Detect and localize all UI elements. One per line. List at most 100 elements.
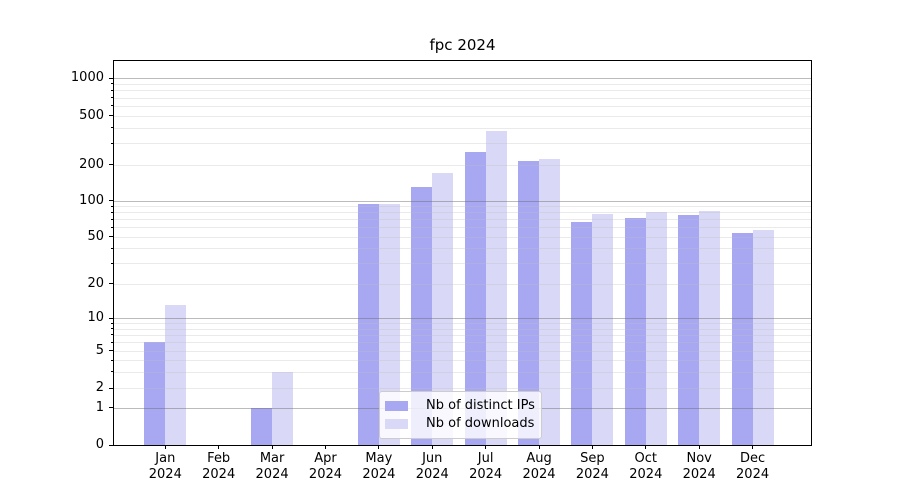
bar-dec-distinct-ips <box>731 232 753 445</box>
x-label-month: Jul <box>477 451 494 466</box>
y-tick-label-100: 100 <box>79 192 104 208</box>
y-tick-label-20: 20 <box>87 275 104 291</box>
gridline-minor-7 <box>114 334 811 336</box>
x-tick-label-sep: Sep 2024 <box>560 451 624 483</box>
gridline-minor-50 <box>114 236 811 238</box>
bar-nov-distinct-ips <box>678 214 700 445</box>
gridline-minor-2 <box>114 388 811 389</box>
bar-jul-downloads <box>485 131 507 445</box>
gridline-minor-20 <box>114 283 811 285</box>
bar-jun-downloads <box>432 173 454 445</box>
y-tick-mark-10 <box>109 317 113 319</box>
x-tick-mark-feb <box>218 445 220 449</box>
bar-jan-downloads <box>165 305 187 445</box>
y-minortick-800 <box>110 89 113 91</box>
x-tick-label-jul: Jul 2024 <box>454 451 518 483</box>
gridline-minor-400 <box>114 127 811 129</box>
x-label-month: Oct <box>634 451 658 466</box>
x-label-year: 2024 <box>148 467 182 482</box>
y-tick-mark-100 <box>109 200 113 201</box>
bar-jul-distinct-ips <box>464 151 486 445</box>
x-tick-label-may: May 2024 <box>347 451 411 483</box>
gridline-major-10 <box>114 318 811 319</box>
y-minortick-7 <box>110 334 113 336</box>
x-label-year: 2024 <box>308 467 343 482</box>
y-minortick-300 <box>110 142 113 144</box>
y-minortick-6 <box>110 341 113 343</box>
x-tick-mark-mar <box>271 445 273 449</box>
y-minortick-90 <box>110 205 113 207</box>
x-label-month: Apr <box>314 451 337 466</box>
y-minortick-3 <box>110 371 113 373</box>
gridline-major-100 <box>114 200 811 202</box>
x-label-month: Feb <box>207 451 231 466</box>
x-tick-label-oct: Oct 2024 <box>614 451 678 483</box>
gridline-minor-600 <box>114 105 811 107</box>
gridline-minor-30 <box>114 263 811 265</box>
gridline-minor-200 <box>114 164 811 166</box>
x-tick-label-dec: Dec 2024 <box>721 451 785 483</box>
x-tick-mark-apr <box>324 445 326 449</box>
x-label-month: Jun <box>422 451 443 466</box>
y-minortick-400 <box>110 127 113 129</box>
y-tick-mark-50 <box>109 236 113 238</box>
bar-jun-distinct-ips <box>411 187 433 445</box>
gridline-minor-70 <box>114 219 811 221</box>
gridline-major-1000 <box>114 78 811 79</box>
y-tick-label-5: 5 <box>95 342 104 358</box>
gridline-minor-9 <box>114 323 811 325</box>
y-tick-mark-2 <box>109 387 113 389</box>
y-tick-mark-200 <box>109 164 113 166</box>
y-tick-label-1: 1 <box>95 399 104 415</box>
x-label-year: 2024 <box>522 467 556 482</box>
y-tick-label-10: 10 <box>87 310 104 325</box>
x-label-month: Dec <box>740 451 766 466</box>
gridline-minor-90 <box>114 206 811 208</box>
gridline-minor-5 <box>114 350 811 352</box>
x-tick-label-apr: Apr 2024 <box>293 451 357 483</box>
x-tick-mark-nov <box>698 445 700 449</box>
x-label-year: 2024 <box>736 467 770 482</box>
bar-jan-distinct-ips <box>144 342 166 445</box>
bar-mar-distinct-ips <box>251 407 273 445</box>
x-label-year: 2024 <box>202 467 236 482</box>
y-tick-mark-500 <box>109 115 113 117</box>
x-tick-label-mar: Mar 2024 <box>240 451 304 483</box>
y-minortick-900 <box>110 83 113 85</box>
x-tick-mark-jan <box>164 445 166 449</box>
gridline-minor-6 <box>114 342 811 344</box>
x-tick-mark-jul <box>485 445 487 449</box>
gridline-minor-80 <box>114 212 811 214</box>
y-tick-mark-5 <box>109 350 113 352</box>
legend-swatch-downloads <box>385 418 408 429</box>
legend-label-distinct-ips: Nb of distinct IPs <box>426 398 535 413</box>
x-label-month: Mar <box>259 451 285 466</box>
x-label-month: Sep <box>580 451 605 466</box>
y-tick-mark-1 <box>109 407 113 409</box>
gridline-minor-700 <box>114 97 811 99</box>
x-tick-mark-jun <box>431 445 433 449</box>
bar-oct-distinct-ips <box>624 217 646 445</box>
plot-area: Nb of distinct IPs Nb of downloads <box>113 60 812 446</box>
x-label-month: May <box>365 451 393 466</box>
y-tick-label-2: 2 <box>95 380 104 395</box>
legend-entry-downloads: Nb of downloads <box>385 415 536 432</box>
gridline-minor-40 <box>114 248 811 250</box>
y-tick-label-1000: 1000 <box>70 70 104 85</box>
x-tick-label-feb: Feb 2024 <box>187 451 251 483</box>
gridline-minor-800 <box>114 90 811 92</box>
bar-aug-distinct-ips <box>518 161 540 445</box>
x-tick-mark-may <box>378 445 380 449</box>
x-label-year: 2024 <box>469 467 503 482</box>
y-minortick-700 <box>110 97 113 99</box>
bar-may-distinct-ips <box>357 204 379 445</box>
gridline-minor-60 <box>114 227 811 229</box>
y-tick-mark-1000 <box>109 77 113 79</box>
x-label-month: Nov <box>686 451 712 466</box>
bar-may-downloads <box>378 203 400 445</box>
x-label-year: 2024 <box>255 467 289 482</box>
x-tick-mark-dec <box>752 445 754 449</box>
gridline-minor-4 <box>114 360 811 361</box>
gridline-minor-3 <box>114 371 811 373</box>
